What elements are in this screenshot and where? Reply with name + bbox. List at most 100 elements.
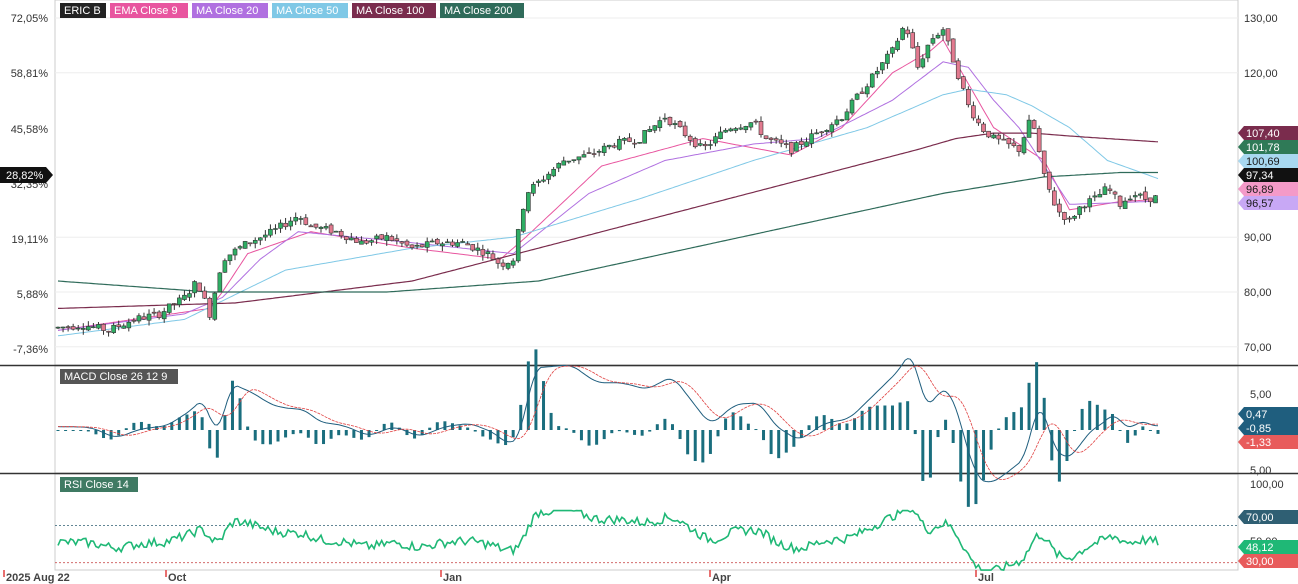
macd-histogram-bar	[1035, 362, 1039, 430]
legend-entry[interactable]: MA Close 20	[192, 3, 268, 18]
candle	[394, 234, 400, 245]
candle-body	[328, 224, 334, 234]
rsi-tag-label: 70,00	[1246, 512, 1274, 524]
candle	[323, 223, 329, 231]
candle	[713, 132, 718, 147]
price-panel[interactable]	[54, 0, 1239, 366]
candle	[799, 137, 804, 150]
macd-histogram-bar	[617, 430, 621, 432]
candle	[910, 28, 916, 49]
candle	[136, 313, 142, 324]
legend-entry[interactable]: ERIC B	[60, 3, 106, 18]
candle-body	[1117, 195, 1123, 207]
candle-body	[161, 311, 167, 320]
candle-body	[824, 130, 830, 132]
macd-histogram-bar	[557, 426, 561, 430]
legend-entry[interactable]: MA Close 50	[272, 3, 348, 18]
candle	[126, 318, 132, 332]
candle-body	[419, 244, 425, 248]
macd-histogram-bar	[1004, 417, 1008, 430]
candle-body	[500, 262, 506, 267]
candle-body	[298, 218, 304, 220]
candle-body	[156, 311, 162, 318]
candle-body	[273, 228, 278, 230]
macd-histogram-bar	[1057, 430, 1061, 482]
candle-body	[303, 217, 309, 225]
price-tag	[1238, 154, 1298, 168]
candle	[1117, 195, 1123, 210]
candle	[343, 236, 349, 244]
candle	[318, 225, 324, 233]
candle	[1092, 191, 1098, 202]
candle	[465, 241, 470, 246]
macd-histogram-bar	[1073, 430, 1077, 431]
candle-body	[460, 241, 465, 243]
candle	[920, 54, 926, 69]
macd-histogram-bar	[913, 430, 917, 435]
candle-body	[252, 240, 258, 244]
candle	[1102, 183, 1108, 195]
candle-body	[773, 138, 779, 141]
candle	[789, 141, 794, 157]
candle-body	[859, 91, 865, 94]
candle-body	[601, 145, 607, 154]
legend-entry[interactable]: MA Close 200	[440, 3, 524, 18]
candle-body	[1097, 194, 1103, 198]
macd-histogram-bar	[777, 430, 781, 459]
candle	[875, 66, 880, 79]
legend-entry[interactable]: EMA Close 9	[110, 3, 188, 18]
macd-panel[interactable]	[54, 365, 1239, 474]
macd-histogram-bar	[883, 405, 887, 430]
macd-histogram-bar	[845, 423, 849, 430]
macd-histogram-bar	[344, 430, 348, 436]
candle	[146, 309, 152, 326]
candle-body	[768, 137, 774, 140]
candle	[369, 239, 374, 246]
candle-body	[758, 121, 764, 135]
candle-body	[414, 244, 420, 247]
candle-body	[86, 326, 91, 331]
candle-body	[445, 241, 450, 244]
legend-swatch	[352, 3, 436, 18]
macd-histogram-bar	[1103, 409, 1107, 430]
candle	[996, 133, 1001, 145]
rsi-tick-label: 100,00	[1250, 479, 1284, 491]
pct-tick-label: 58,81%	[11, 68, 49, 80]
macd-histogram-bar	[1027, 382, 1031, 430]
candle-body	[571, 159, 577, 161]
macd-tick-label: 5,00	[1250, 465, 1271, 477]
macd-legend: MACD Close 26 12 9	[60, 369, 178, 384]
candle-body	[945, 28, 951, 42]
candle	[116, 320, 121, 331]
macd-histogram-bar	[890, 405, 894, 430]
candle-body	[323, 226, 329, 229]
macd-histogram-bar	[602, 430, 606, 440]
macd-tick-label: 5,00	[1250, 389, 1271, 401]
candle-body	[627, 137, 632, 142]
macd-histogram-bar	[473, 430, 477, 432]
candle-body	[814, 132, 819, 135]
candle	[763, 135, 769, 140]
macd-histogram-bar	[155, 426, 159, 430]
candle-body	[490, 253, 496, 260]
candle-body	[126, 321, 132, 329]
rsi-legend-label: RSI Close 14	[64, 479, 129, 491]
candle-body	[207, 297, 213, 318]
macd-histogram-bar	[716, 430, 720, 437]
candle	[1077, 206, 1082, 219]
macd-histogram-bar	[306, 430, 310, 438]
candle	[500, 259, 506, 271]
candle-body	[192, 281, 197, 294]
legend-entry[interactable]: MA Close 100	[352, 3, 436, 18]
macd-tag-label: -1,33	[1246, 437, 1271, 449]
candle	[1112, 190, 1118, 200]
macd-histogram-bar	[322, 430, 326, 445]
candle	[733, 126, 739, 134]
macd-histogram-bar	[648, 430, 652, 432]
candle-body	[288, 220, 293, 227]
candle-body	[1006, 138, 1012, 145]
candle-body	[586, 152, 592, 154]
macd-histogram-bar	[966, 430, 970, 507]
candle-body	[359, 240, 364, 245]
